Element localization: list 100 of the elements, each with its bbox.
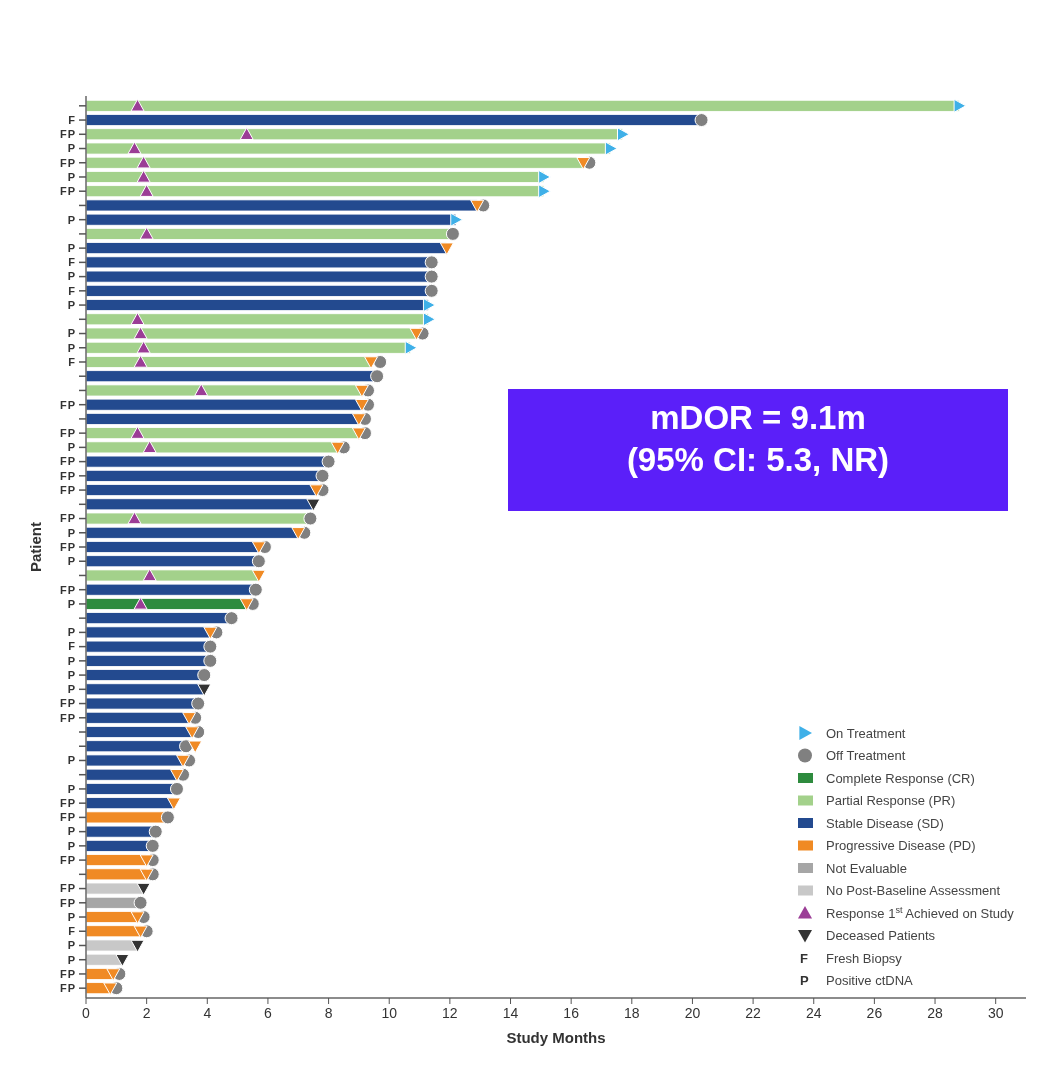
y-tick-label: FP — [59, 398, 76, 411]
point — [424, 269, 439, 284]
y-tick-label: P — [67, 270, 76, 283]
legend-label: No Post-Baseline Assessment — [826, 883, 1001, 899]
text: P Positive ctDNA — [800, 973, 913, 989]
point — [133, 895, 148, 910]
x-tick-label: 12 — [442, 1005, 458, 1021]
y-tick-label: P — [67, 170, 76, 183]
point — [239, 598, 254, 611]
y-tick-label: P — [67, 953, 76, 966]
point — [176, 754, 191, 768]
point — [330, 441, 345, 455]
point — [197, 668, 212, 683]
point — [133, 925, 148, 939]
y-tick-label: P — [67, 597, 76, 610]
point — [130, 426, 145, 439]
point — [617, 127, 630, 142]
x-tick-label: 20 — [684, 1005, 701, 1021]
point — [321, 454, 336, 469]
point — [133, 596, 148, 610]
point — [142, 568, 157, 582]
legend-label: Progressive Disease (PD) — [826, 838, 976, 854]
text: F Fresh Biopsy — [800, 950, 902, 966]
legend-label: Not Evaluable — [826, 860, 907, 876]
y-tick-label: FP — [59, 811, 76, 824]
x-tick-label: 26 — [866, 1005, 883, 1021]
x-tick-label: 14 — [502, 1005, 519, 1021]
point — [203, 653, 218, 668]
point — [576, 157, 591, 170]
point — [291, 527, 306, 540]
point — [169, 769, 184, 782]
x-tick-label: 30 — [987, 1005, 1004, 1021]
point — [224, 611, 239, 626]
x-tick-label: 10 — [381, 1005, 398, 1021]
y-tick-label: FP — [59, 512, 76, 525]
x-tick-label: 16 — [563, 1005, 580, 1021]
point — [136, 169, 151, 183]
point — [142, 440, 157, 454]
point — [422, 312, 436, 327]
point — [127, 511, 142, 525]
point — [139, 226, 154, 240]
point — [424, 255, 439, 270]
y-tick-label: F — [68, 113, 76, 126]
y-tick-label: P — [67, 241, 76, 254]
y-tick-label: P — [67, 341, 76, 354]
y-tick-label: P — [67, 626, 76, 639]
y-tick-label: F — [68, 284, 76, 297]
annotation: mDOR = 9.1m (95% CI: 5.3, NR) — [626, 399, 890, 478]
x-tick-label: 0 — [82, 1005, 91, 1021]
point — [351, 413, 366, 426]
point — [422, 298, 436, 313]
y-tick-label: P — [67, 754, 76, 767]
y-tick-label: P — [67, 939, 76, 952]
point — [130, 911, 145, 925]
point — [166, 797, 181, 811]
y-tick-label: FP — [59, 967, 76, 980]
point — [115, 954, 130, 967]
y-tick-label: FP — [59, 427, 76, 439]
point — [604, 141, 618, 156]
point — [197, 683, 212, 697]
y-tick-label: P — [67, 654, 76, 667]
point — [185, 726, 200, 740]
y-tick-label: FP — [59, 483, 76, 496]
y-tick-label: FP — [59, 540, 76, 553]
y-tick-label: P — [67, 683, 76, 696]
point — [169, 781, 184, 796]
x-tick-label: 24 — [805, 1005, 822, 1021]
y-tick-label: FP — [59, 583, 76, 596]
legend-label: Off Treatment — [826, 748, 906, 764]
point — [309, 484, 324, 498]
y-tick-label: P — [67, 441, 76, 454]
point — [191, 696, 206, 711]
y-tick-label: FP — [59, 156, 76, 169]
point — [139, 854, 154, 868]
y-tick-label: P — [67, 555, 76, 568]
point — [251, 541, 266, 554]
point — [470, 199, 485, 213]
point — [136, 155, 151, 169]
point — [251, 554, 266, 569]
point — [364, 356, 379, 369]
point — [127, 141, 142, 155]
y-tick-label: P — [67, 910, 76, 923]
y-tick-label: P — [67, 327, 76, 340]
point — [188, 740, 203, 754]
legend-label: On Treatment — [826, 725, 906, 741]
y-tick-label: F — [68, 256, 76, 269]
point — [251, 569, 266, 583]
y-tick-label: FP — [59, 128, 76, 141]
point — [160, 810, 175, 825]
x-tick-label: 18 — [624, 1005, 640, 1021]
y-tick-label: FP — [59, 185, 76, 198]
point — [404, 340, 418, 355]
point — [203, 639, 218, 654]
legend-label: Response 1$^{st}$ Achieved on Study — [826, 904, 1015, 921]
point — [248, 582, 263, 597]
legend-label: Stable Disease (SD) — [826, 815, 944, 831]
point — [538, 169, 551, 184]
y-tick-label: P — [67, 782, 76, 795]
y-tick-label: P — [67, 142, 76, 155]
point — [136, 340, 151, 354]
